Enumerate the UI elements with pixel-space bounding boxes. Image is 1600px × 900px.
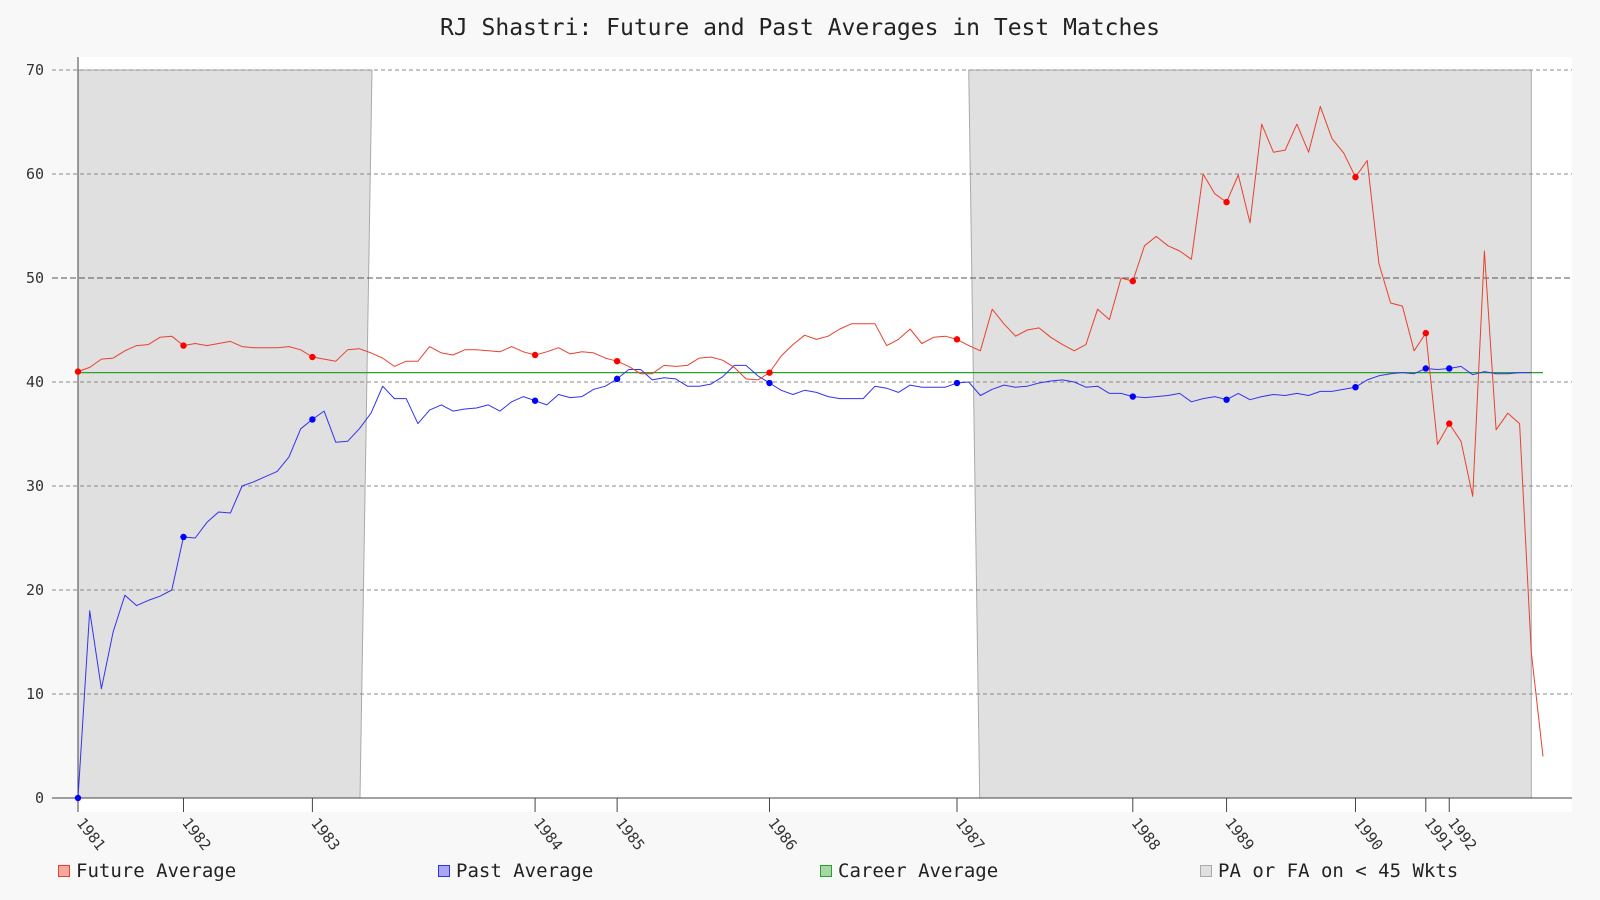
past-average-point: [74, 794, 82, 802]
future-average-point: [1352, 173, 1359, 181]
past-average-point: [1422, 365, 1430, 372]
legend-label-low-wickets: PA or FA on < 45 Wkts: [1218, 860, 1459, 882]
legend-swatch-low-wickets: [1200, 865, 1212, 877]
series-markers: [74, 173, 1453, 802]
past-average-point: [309, 416, 316, 423]
chart-title: RJ Shastri: Future and Past Averages in …: [440, 15, 1160, 41]
shaded-region: [77, 69, 373, 799]
future-average-point: [74, 368, 82, 375]
legend-item-past-average: Past Average: [438, 860, 593, 882]
future-average-point: [953, 336, 961, 343]
future-average-point: [309, 353, 316, 361]
y-tick-label: 0: [35, 789, 44, 807]
y-tick-label: 30: [26, 477, 44, 495]
averages-chart: RJ Shastri: Future and Past Averages in …: [25, 15, 1572, 854]
series-line-future-average: [77, 105, 1544, 757]
past-average-point: [953, 379, 961, 387]
y-tick-label: 40: [26, 373, 44, 391]
future-average-point: [1422, 329, 1430, 337]
grid-lines: [52, 69, 1572, 799]
future-average-point: [1223, 198, 1230, 206]
legend-swatch-career: [820, 865, 832, 877]
past-average-point: [1352, 384, 1359, 391]
past-average-point: [1446, 365, 1453, 372]
shaded-regions: [77, 69, 1532, 799]
chart-legend: Future Average Past Average Career Avera…: [0, 860, 1600, 888]
legend-swatch-future: [58, 865, 70, 877]
legend-item-future-average: Future Average: [58, 860, 236, 882]
series-lines: [77, 105, 1544, 799]
future-average-point: [1129, 277, 1137, 285]
legend-swatch-past: [438, 865, 450, 877]
past-average-point: [1129, 393, 1137, 400]
future-average-point: [613, 358, 621, 365]
legend-label-career: Career Average: [838, 860, 999, 882]
y-tick-label: 20: [26, 581, 44, 599]
future-average-point: [531, 351, 539, 359]
past-average-point: [613, 375, 621, 383]
shaded-region: [968, 69, 1532, 799]
legend-label-future: Future Average: [76, 860, 237, 882]
future-average-point: [766, 369, 773, 376]
legend-label-past: Past Average: [456, 860, 594, 882]
past-average-point: [531, 397, 539, 404]
past-average-point: [1223, 396, 1230, 403]
future-average-point: [180, 342, 187, 349]
legend-item-low-wickets: PA or FA on < 45 Wkts: [1200, 860, 1458, 882]
series-line-past-average: [77, 364, 1532, 799]
legend-item-career-average: Career Average: [820, 860, 998, 882]
y-tick-label: 50: [26, 269, 44, 287]
y-tick-label: 60: [26, 165, 44, 183]
y-tick-label: 10: [26, 685, 44, 703]
past-average-point: [180, 533, 187, 541]
y-tick-label: 70: [26, 61, 44, 79]
future-average-point: [1446, 420, 1453, 427]
past-average-point: [766, 379, 773, 387]
